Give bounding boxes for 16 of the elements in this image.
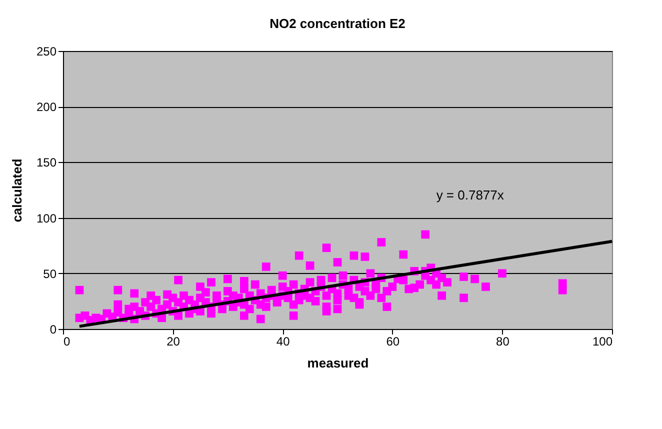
- x-tick-label: 100: [592, 334, 613, 348]
- y-tick-label: 50: [43, 266, 57, 281]
- x-tick-label: 20: [166, 334, 180, 348]
- chart-title: NO2 concentration E2: [270, 16, 406, 31]
- x-tick-label: 80: [496, 334, 510, 348]
- x-tick-label: 40: [276, 334, 290, 348]
- x-tick-label: 0: [64, 334, 70, 348]
- x-tick-label: 60: [386, 334, 400, 348]
- y-tick-label: 250: [36, 44, 57, 58]
- annotation: y = 0.7877x: [436, 188, 504, 203]
- x-axis-title: measured: [307, 356, 369, 370]
- y-tick-label: 200: [36, 100, 57, 114]
- y-tick-label: 100: [36, 211, 57, 226]
- y-tick-label: 0: [50, 322, 57, 336]
- y-tick-label: 150: [36, 156, 57, 170]
- y-axis-title: calculated: [9, 158, 24, 222]
